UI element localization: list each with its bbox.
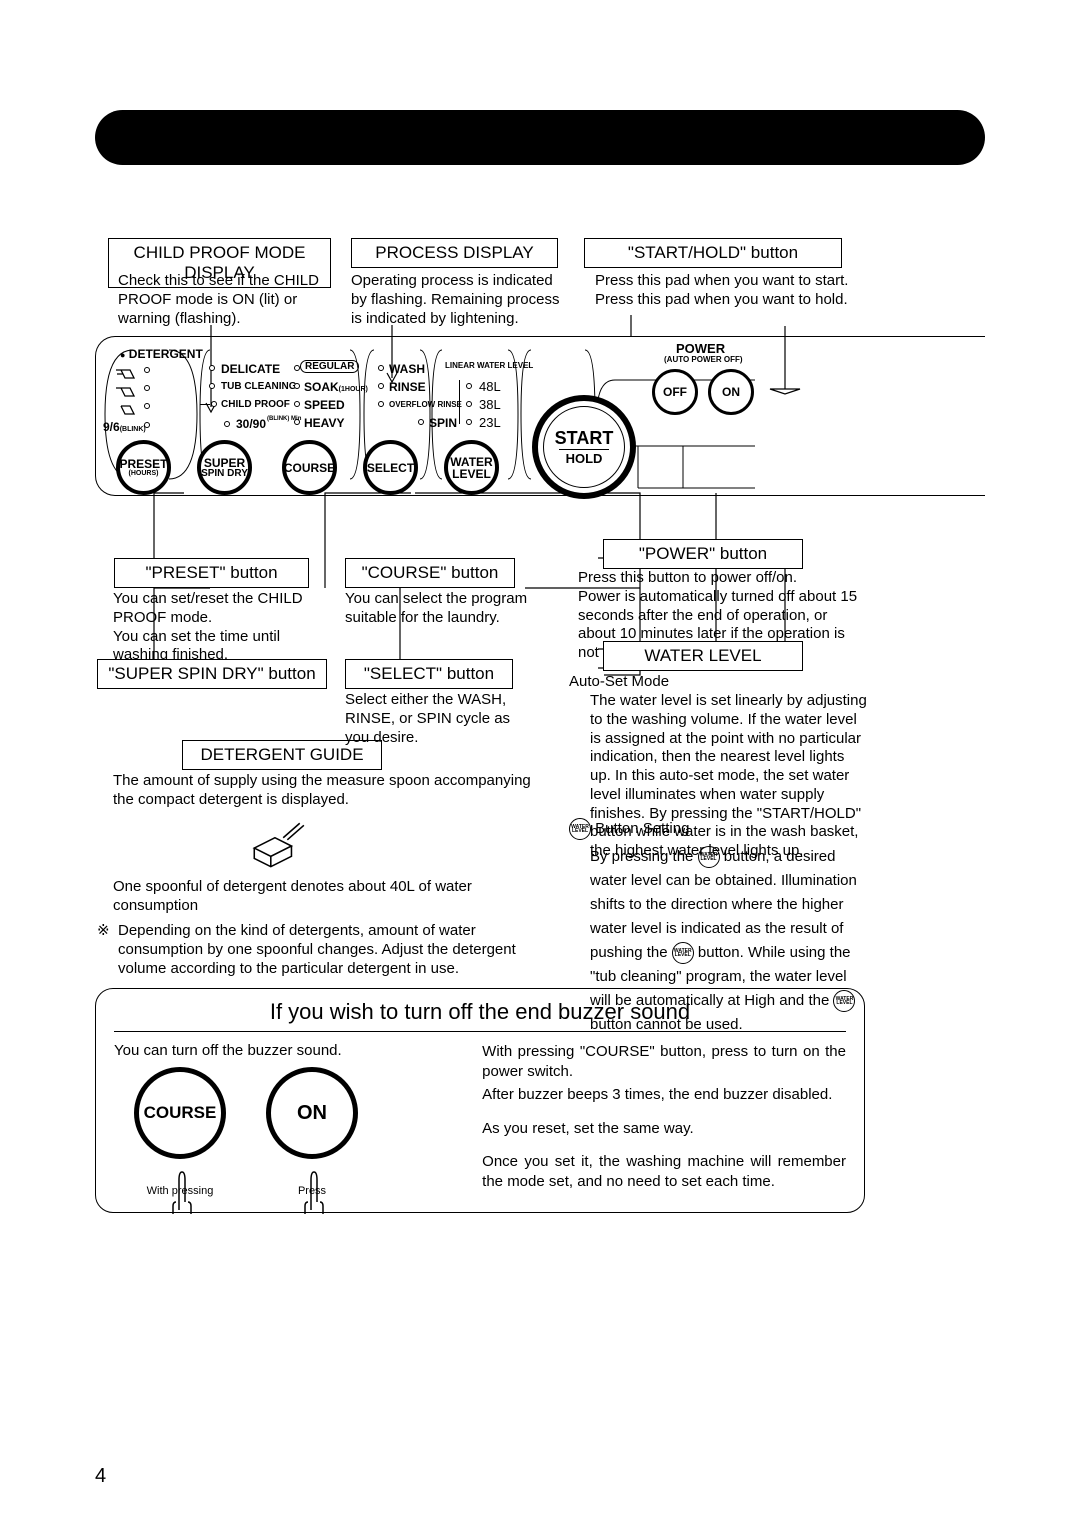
buzzer-course-btn[interactable]: COURSE: [134, 1067, 226, 1159]
buzzer-on-btn[interactable]: ON: [266, 1067, 358, 1159]
btn-waterlevel[interactable]: WATERLEVEL: [444, 440, 499, 495]
label-96blink: 9/6(BLINK): [103, 420, 146, 434]
page-number: 4: [95, 1465, 106, 1488]
buzzer-r4: Once you set it, the washing machine wil…: [482, 1152, 846, 1191]
label-rinse: RINSE: [389, 380, 426, 394]
dot-det1: [144, 367, 150, 373]
detergent-icon-2: [115, 384, 135, 394]
dot-speed: [294, 401, 300, 407]
label-linearwater: LINEAR WATER LEVEL: [445, 361, 533, 370]
label-detergent: ● DETERGENT: [120, 347, 203, 361]
label-48l: 48L: [479, 379, 501, 394]
label-3090: 30/90(BLINK) Min: [236, 417, 301, 431]
dot-heavy: [294, 419, 300, 425]
waterlevel-track: [459, 380, 460, 424]
waterlevel-icon: WATER LEVEL: [698, 846, 720, 868]
btn-superspindry[interactable]: SUPERSPIN DRY: [197, 440, 252, 495]
callout-deterguide-t1: The amount of supply using the measure s…: [113, 772, 543, 810]
label-speed: SPEED: [304, 398, 345, 412]
label-wash: WASH: [389, 362, 425, 376]
waterlevel-icon: WATER LEVEL: [672, 942, 694, 964]
callout-preset-text: You can set/reset the CHILD PROOF mode. …: [113, 590, 328, 665]
label-38l: 38L: [479, 397, 501, 412]
label-soak: SOAK(1HOUR): [304, 380, 368, 394]
detergent-icon-3: [115, 402, 135, 412]
callout-preset-title: "PRESET" button: [114, 558, 309, 588]
buzzer-box: If you wish to turn off the end buzzer s…: [95, 988, 865, 1213]
dot-48l: [466, 383, 472, 389]
callout-waterlevel-title: WATER LEVEL: [603, 641, 803, 671]
btn-select[interactable]: SELECT: [363, 440, 418, 495]
callout-select-text: Select either the WASH, RINSE, or SPIN c…: [345, 691, 535, 747]
dot-det3: [144, 403, 150, 409]
btn-course[interactable]: COURSE: [282, 440, 337, 495]
callout-powerbtn-title: "POWER" button: [603, 539, 803, 569]
dot-tub: [209, 383, 215, 389]
callout-wl-btn-row: WATER LEVEL Button Setting: [569, 818, 869, 840]
buzzer-left-text: You can turn off the buzzer sound.: [114, 1042, 458, 1059]
label-delicate: DELICATE: [221, 362, 280, 376]
callout-deterguide-prefix: ※: [97, 922, 115, 941]
dot-23l: [466, 419, 472, 425]
buzzer-r3: As you reset, set the same way.: [482, 1119, 846, 1139]
btn-power-off[interactable]: OFF: [652, 369, 698, 415]
line-to-childproof: [200, 404, 210, 405]
callout-wl-auto-title: Auto-Set Mode: [569, 673, 869, 692]
header-blackbar: [95, 110, 985, 165]
dot-overflow: [378, 401, 384, 407]
btn-power-on[interactable]: ON: [708, 369, 754, 415]
dot-96: [144, 422, 150, 428]
callout-superspin-title: "SUPER SPIN DRY" button: [97, 659, 327, 689]
label-regular: REGULAR: [300, 360, 359, 373]
waterlevel-icon: WATER LEVEL: [569, 818, 591, 840]
buzzer-title: If you wish to turn off the end buzzer s…: [114, 999, 846, 1032]
detergent-icon-1: [115, 366, 135, 376]
callout-deterguide-t3: Depending on the kind of detergents, amo…: [118, 922, 548, 978]
hand-icon: [166, 1162, 196, 1217]
dot-soak: [294, 383, 300, 389]
btn-preset[interactable]: PRESET(HOURS): [116, 440, 171, 495]
label-overflow: OVERFLOW RINSE: [389, 400, 462, 409]
buzzer-r1: With pressing "COURSE" button, press to …: [482, 1042, 846, 1081]
spoon-icon: [246, 815, 308, 877]
callout-course-text: You can select the program suitable for …: [345, 590, 535, 628]
callout-course-title: "COURSE" button: [345, 558, 515, 588]
dot-38l: [466, 401, 472, 407]
dot-wash: [378, 365, 384, 371]
label-heavy: HEAVY: [304, 416, 344, 430]
btn-starthold[interactable]: START HOLD: [532, 395, 636, 499]
dot-det2: [144, 385, 150, 391]
label-23l: 23L: [479, 415, 501, 430]
buzzer-r2: After buzzer beeps 3 times, the end buzz…: [482, 1085, 846, 1105]
label-power-sub: (AUTO POWER OFF): [664, 355, 743, 364]
dot-spin: [418, 419, 424, 425]
dot-rinse: [378, 383, 384, 389]
label-spin: SPIN: [429, 416, 457, 430]
dot-3090: [224, 421, 230, 427]
label-power: POWER: [676, 341, 725, 356]
label-tubcleaning: TUB CLEANING: [221, 381, 297, 392]
callout-deterguide-t2: One spoonful of detergent denotes about …: [113, 878, 543, 916]
callout-select-title: "SELECT" button: [345, 659, 513, 689]
label-childproof: CHILD PROOF: [221, 399, 290, 410]
hand-icon: [298, 1162, 328, 1217]
dot-delicate: [209, 365, 215, 371]
dot-childproof: [211, 401, 217, 407]
